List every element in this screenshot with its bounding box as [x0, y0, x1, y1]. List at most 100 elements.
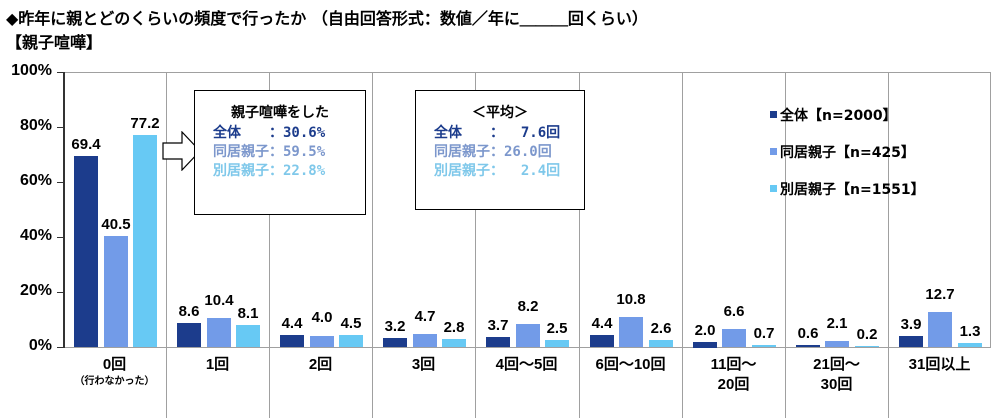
data-label: 40.5 [101, 216, 131, 233]
data-label: 8.2 [517, 298, 539, 315]
bar [693, 342, 717, 348]
data-label: 3.2 [384, 318, 406, 335]
bar [310, 336, 334, 347]
bar [590, 335, 614, 347]
y-tick-label: 100% [11, 62, 52, 79]
category-divider [682, 72, 683, 418]
bar [236, 325, 260, 347]
data-label: 8.1 [237, 305, 259, 322]
summary-row-all: 全体 ：30.6% [213, 125, 326, 141]
data-label: 4.5 [340, 315, 362, 332]
category-divider [475, 72, 476, 418]
arrow-right-icon [162, 131, 201, 171]
y-axis-line [63, 72, 65, 348]
data-label: 4.0 [311, 309, 333, 326]
y-tick-label: 0% [28, 337, 52, 354]
data-label: 0.2 [856, 326, 878, 343]
bar [649, 340, 673, 347]
bar [383, 338, 407, 347]
bar [796, 345, 820, 347]
bar [722, 329, 746, 347]
plot-area [63, 72, 991, 347]
summary-box-quarrel: 親子喧嘩をした 全体 ：30.6% 同居親子：59.5% 別居親子：22.8% [194, 90, 366, 215]
data-label: 2.5 [546, 320, 568, 337]
bar [516, 324, 540, 347]
category-label: 0回 （行わなかった） [74, 356, 155, 387]
data-label: 77.2 [130, 115, 160, 132]
category-label: 21回～ 30回 [813, 356, 860, 393]
y-tick [57, 292, 63, 293]
legend-swatch [770, 148, 777, 155]
bar [442, 339, 466, 347]
data-label: 4.4 [591, 315, 613, 332]
summary-box-average: ＜平均＞ 全体 ： 7.6回 同居親子：26.0回 別居親子： 2.4回 [415, 90, 585, 210]
chart-title: ◆昨年に親とどのくらいの頻度で行ったか （自由回答形式：数値／年に＿＿＿回くらい… [6, 9, 648, 28]
data-label: 2.8 [443, 319, 465, 336]
category-label: 2回 [308, 356, 333, 373]
bar [207, 318, 231, 347]
category-divider [372, 72, 373, 418]
bar [339, 335, 363, 347]
chart-subtitle: 【親子喧嘩】 [6, 33, 103, 52]
data-label: 2.6 [650, 320, 672, 337]
bar [928, 312, 952, 347]
bar [752, 345, 776, 347]
bar [855, 346, 879, 347]
data-label: 2.1 [826, 315, 848, 332]
y-tick-label: 80% [19, 117, 52, 134]
category-label: 6回～10回 [595, 356, 666, 373]
bar [545, 340, 569, 347]
data-label: 6.6 [723, 303, 745, 320]
category-label: 4回～5回 [495, 356, 558, 373]
y-tick-label: 40% [19, 227, 52, 244]
category-divider [166, 72, 167, 418]
data-label: 3.9 [900, 316, 922, 333]
legend-label: 全体【n=2000】 [780, 107, 897, 124]
category-divider [888, 72, 889, 418]
bar [177, 323, 201, 347]
data-label: 10.8 [616, 291, 646, 308]
y-tick-label: 20% [19, 282, 52, 299]
y-tick [57, 347, 63, 348]
summary-box-heading: 親子喧嘩をした [231, 105, 329, 121]
category-label: 1回 [205, 356, 230, 373]
bar [133, 135, 157, 347]
bar [486, 337, 510, 347]
legend-label: 同居親子【n=425】 [780, 144, 915, 161]
category-divider [579, 72, 580, 418]
data-label: 2.0 [694, 322, 716, 339]
y-tick [57, 182, 63, 183]
legend: 全体【n=2000】 同居親子【n=425】 別居親子【n=1551】 [770, 96, 925, 207]
data-label: 8.6 [178, 303, 200, 320]
legend-item-separate: 別居親子【n=1551】 [770, 170, 925, 207]
y-tick [57, 72, 63, 73]
y-tick-label: 60% [19, 172, 52, 189]
x-axis [63, 347, 991, 348]
bar [619, 317, 643, 347]
bar [958, 343, 982, 347]
data-label: 69.4 [71, 136, 101, 153]
data-label: 3.7 [487, 317, 509, 334]
summary-row-cohabiting: 同居親子：59.5% [213, 144, 326, 160]
legend-item-all: 全体【n=2000】 [770, 96, 925, 133]
legend-swatch [770, 111, 777, 118]
category-label: 3回 [411, 356, 436, 373]
y-tick [57, 237, 63, 238]
data-label: 1.3 [959, 323, 981, 340]
bar [74, 156, 98, 347]
legend-swatch [770, 185, 777, 192]
data-label: 12.7 [925, 286, 955, 303]
data-label: 0.6 [797, 325, 819, 342]
summary-row-separate: 別居親子：22.8% [213, 163, 326, 179]
legend-item-cohabiting: 同居親子【n=425】 [770, 133, 925, 170]
bar [825, 341, 849, 347]
bar [280, 335, 304, 347]
category-divider [269, 72, 270, 418]
average-box-heading: ＜平均＞ [472, 105, 528, 121]
legend-label: 別居親子【n=1551】 [780, 181, 925, 198]
data-label: 10.4 [204, 292, 234, 309]
average-row-separate: 別居親子： 2.4回 [434, 163, 561, 179]
data-label: 0.7 [753, 325, 775, 342]
average-row-cohabiting: 同居親子：26.0回 [434, 144, 552, 160]
category-divider [785, 72, 786, 418]
